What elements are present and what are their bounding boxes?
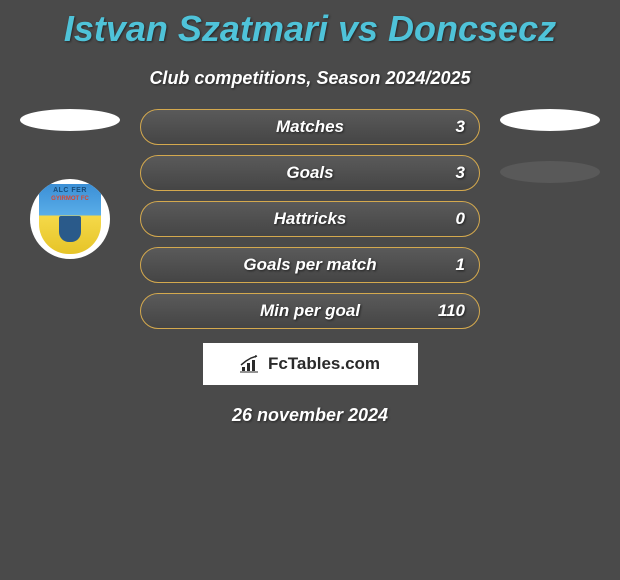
date-text: 26 november 2024 xyxy=(0,405,620,426)
player2-ellipse xyxy=(500,109,600,131)
stat-bar-goals-per-match: Goals per match 1 xyxy=(140,247,480,283)
stat-label: Min per goal xyxy=(260,301,360,321)
club-badge: ALC FER GYIRMOT FC xyxy=(30,179,110,259)
content-area: ALC FER GYIRMOT FC Matches 3 Goals 3 Hat… xyxy=(0,109,620,329)
stat-label: Hattricks xyxy=(274,209,347,229)
page-title: Istvan Szatmari vs Doncsecz xyxy=(0,0,620,50)
player1-ellipse xyxy=(20,109,120,131)
chart-icon xyxy=(240,355,262,373)
stat-label: Matches xyxy=(276,117,344,137)
stat-bar-min-per-goal: Min per goal 110 xyxy=(140,293,480,329)
right-column xyxy=(490,109,610,183)
stat-bar-goals: Goals 3 xyxy=(140,155,480,191)
badge-text-top: ALC FER xyxy=(39,187,101,194)
badge-inner: ALC FER GYIRMOT FC xyxy=(39,184,101,254)
stat-value: 110 xyxy=(438,301,465,321)
badge-shield xyxy=(59,216,81,242)
stats-container: Matches 3 Goals 3 Hattricks 0 Goals per … xyxy=(140,109,480,329)
logo-text: FcTables.com xyxy=(268,354,380,374)
stat-value: 1 xyxy=(456,255,465,275)
stat-value: 3 xyxy=(456,117,465,137)
left-column: ALC FER GYIRMOT FC xyxy=(10,109,130,259)
badge-text-mid: GYIRMOT FC xyxy=(39,196,101,202)
stat-bar-matches: Matches 3 xyxy=(140,109,480,145)
stat-bar-hattricks: Hattricks 0 xyxy=(140,201,480,237)
player2-ellipse-dark xyxy=(500,161,600,183)
stat-value: 0 xyxy=(456,209,465,229)
stat-value: 3 xyxy=(456,163,465,183)
stat-label: Goals xyxy=(286,163,333,183)
logo-box: FcTables.com xyxy=(203,343,418,385)
stat-label: Goals per match xyxy=(243,255,376,275)
subtitle: Club competitions, Season 2024/2025 xyxy=(0,68,620,89)
